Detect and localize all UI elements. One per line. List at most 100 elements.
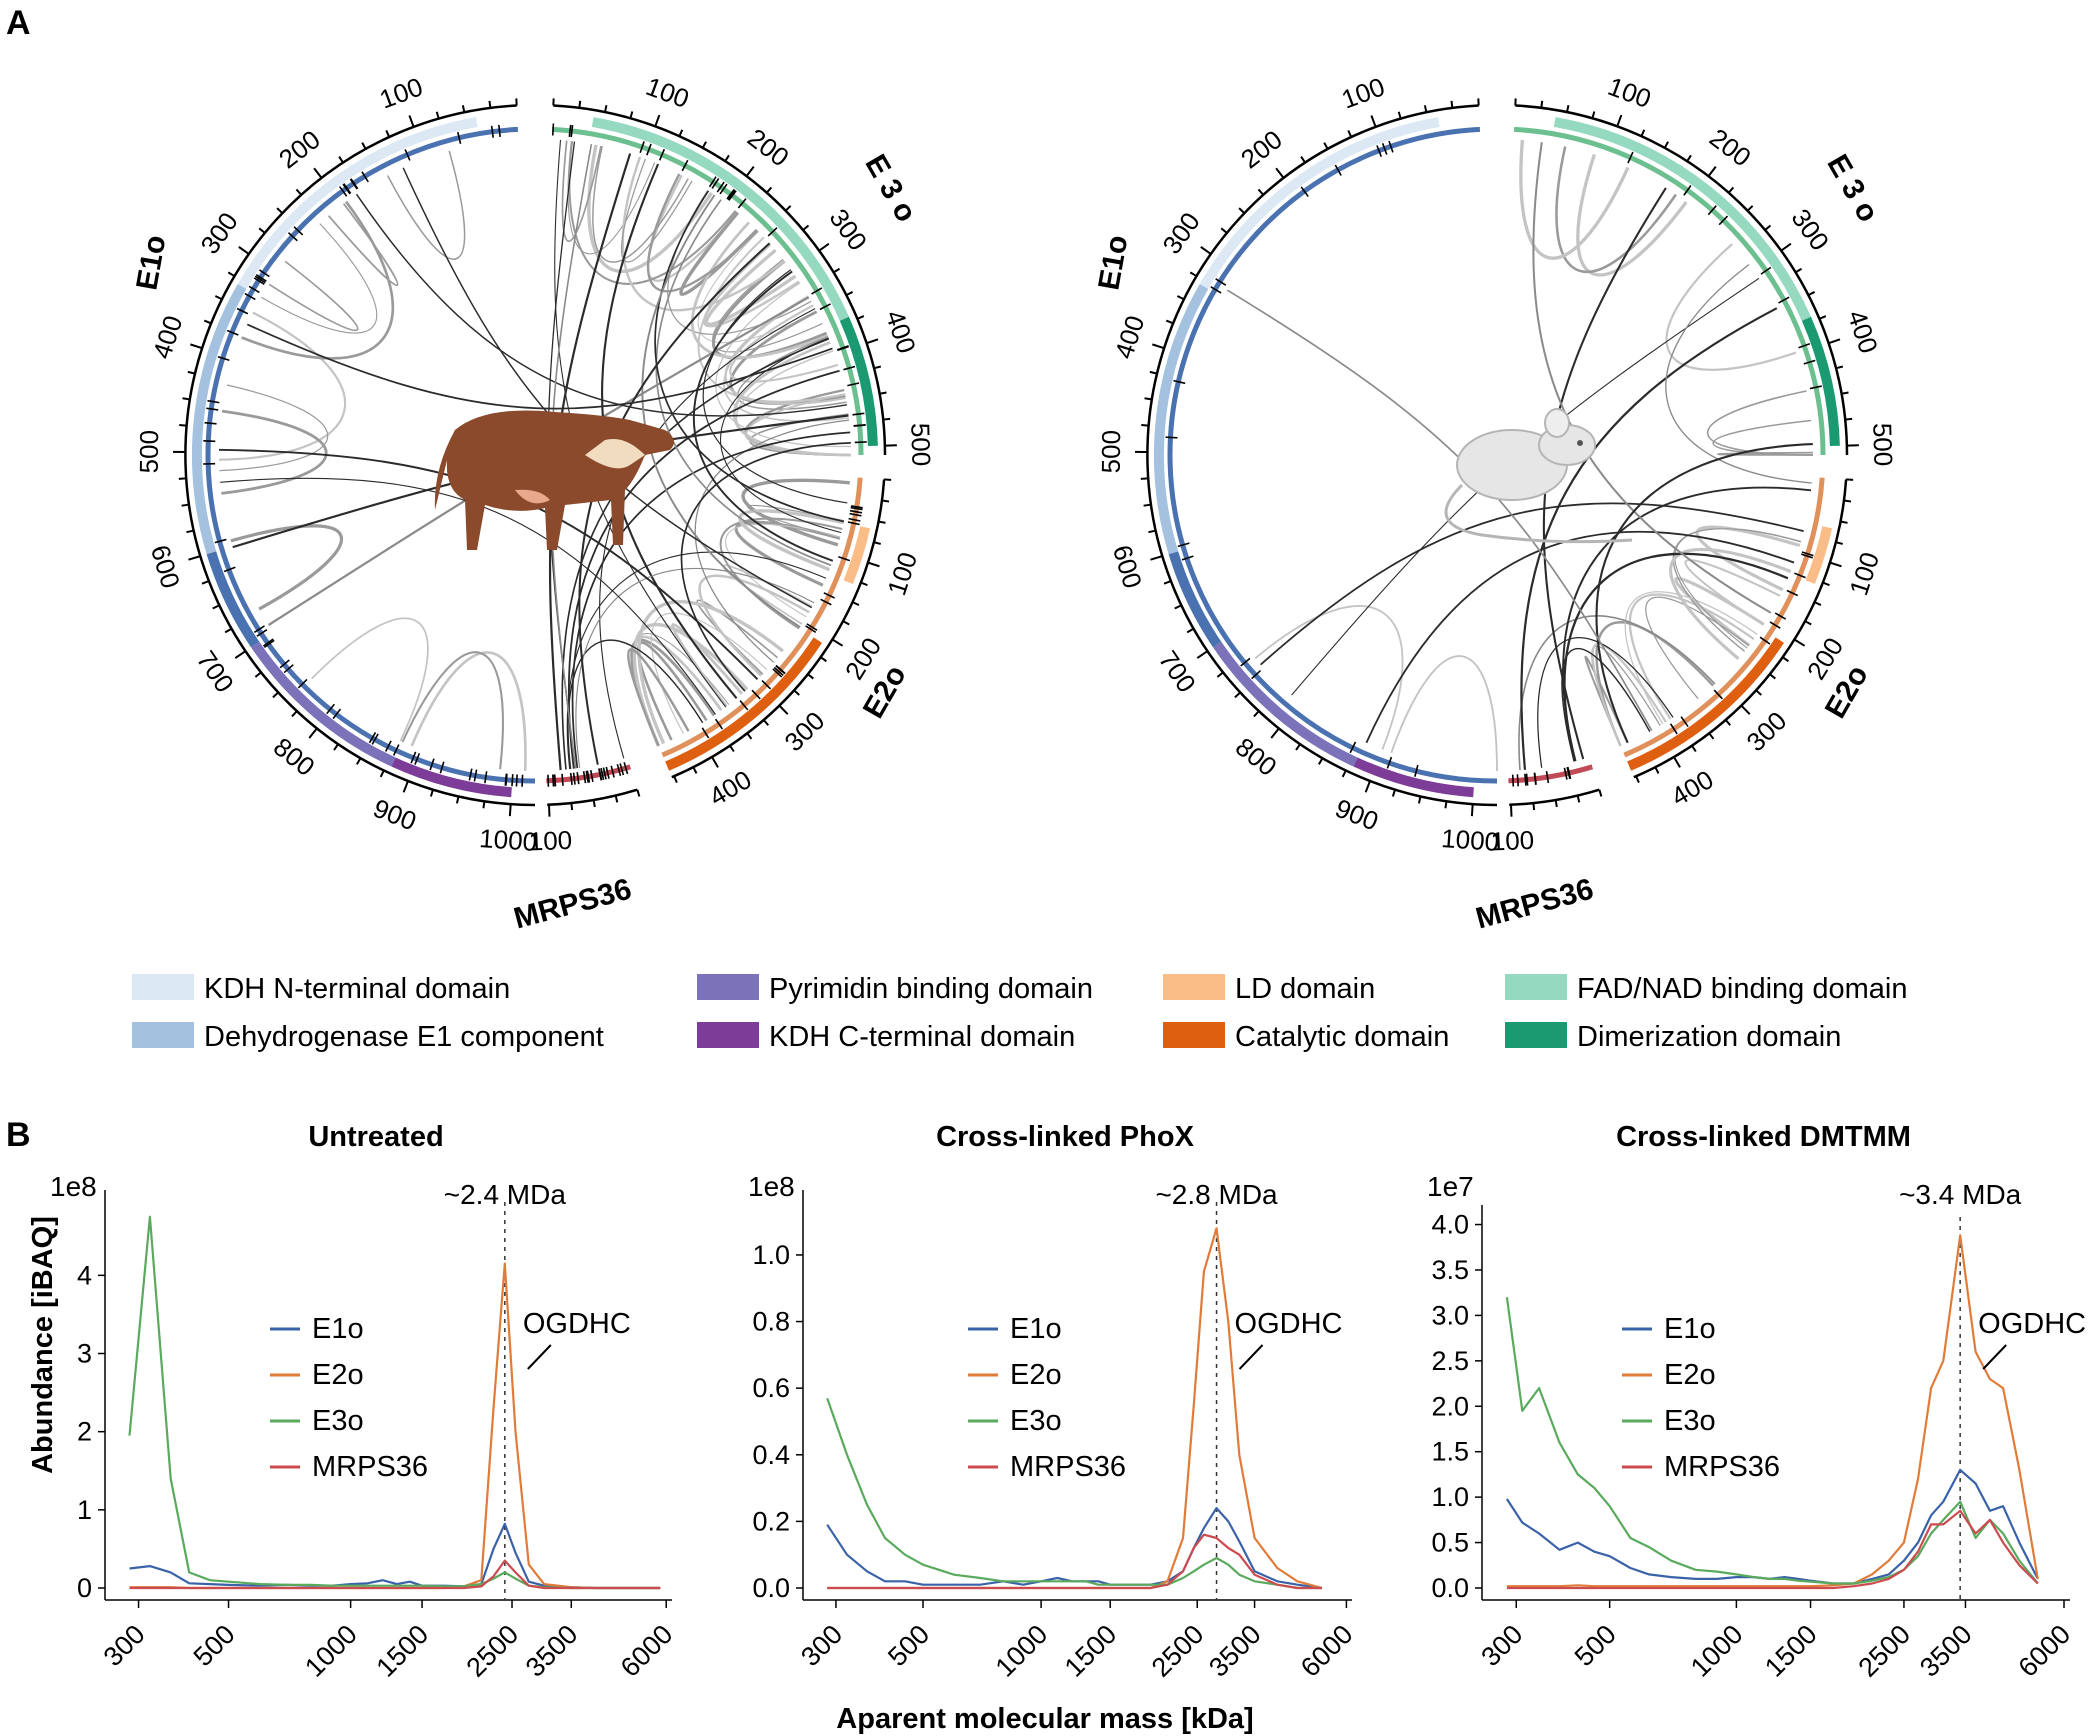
- axis-tick: [1654, 766, 1660, 774]
- axis-tick: [1598, 789, 1603, 797]
- axis-tick: [455, 796, 460, 804]
- e3o-label: E 3 o: [1820, 149, 1884, 228]
- y-exponent-label: 1e7: [1427, 1171, 1474, 1202]
- mass-marker-label: ~3.4 MDa: [1899, 1179, 2022, 1210]
- legend-label: MRPS36: [1664, 1451, 1780, 1483]
- lysine-tick: [553, 774, 557, 787]
- complex-annotation: OGDHC: [1978, 1308, 2086, 1340]
- domain-band: [591, 117, 849, 321]
- axis-tick: [308, 727, 318, 739]
- crosslink: [230, 524, 344, 611]
- x-tick-label: 3500: [1203, 1619, 1267, 1683]
- lysine-tick: [681, 159, 689, 172]
- axis-tick: [629, 111, 634, 119]
- domain-band: [665, 637, 822, 771]
- crosslink: [723, 296, 849, 422]
- axis-tick: [1724, 719, 1732, 726]
- axis-tick: [482, 801, 486, 809]
- crosslink: [729, 310, 846, 405]
- series-line-mrps36: [1506, 1509, 2039, 1590]
- legend-label: Pyrimidin binding domain: [769, 973, 1093, 1005]
- x-tick-label: 1500: [1059, 1619, 1123, 1683]
- mrps36-label: MRPS36: [1472, 873, 1596, 936]
- axis-tick: [1835, 541, 1843, 545]
- lysine-tick: [589, 769, 594, 783]
- crosslink: [647, 173, 759, 293]
- y-tick-label: 3: [77, 1339, 92, 1369]
- x-tick-label: 2500: [1146, 1619, 1210, 1683]
- crosslink: [732, 341, 852, 457]
- axis-tick: [214, 295, 223, 301]
- tick-label: 1000: [478, 823, 538, 857]
- lysine-tick: [1349, 741, 1357, 754]
- lysine-tick: [605, 766, 610, 779]
- axis-tick: [1819, 315, 1827, 320]
- lysine-tick: [847, 382, 860, 387]
- axis-tick: [1176, 295, 1185, 301]
- tick-label: 500: [905, 422, 936, 466]
- axis-tick: [1347, 130, 1353, 138]
- lysine-tick: [701, 727, 710, 739]
- lysine-tick: [326, 703, 335, 715]
- axis-tick: [186, 529, 194, 534]
- axis-tick: [1300, 155, 1306, 163]
- tick-label: 400: [1842, 306, 1884, 357]
- crosslink: [704, 248, 797, 326]
- y-tick-label: 1.5: [1431, 1437, 1469, 1467]
- lysine-tick: [1251, 670, 1262, 680]
- lysine-tick: [1215, 278, 1227, 286]
- axis-tick: [1163, 580, 1171, 585]
- lysine-tick: [368, 732, 377, 744]
- tick-label: 300: [194, 207, 243, 260]
- lysine-tick: [552, 774, 555, 787]
- crosslink: [1645, 596, 1750, 700]
- lysine-tick: [572, 772, 576, 785]
- crosslink: [698, 574, 810, 677]
- axis-tick: [1673, 756, 1681, 768]
- lysine-tick: [1567, 766, 1572, 779]
- axis-tick: [802, 224, 810, 231]
- lysine-tick: [515, 774, 518, 787]
- crosslink: [1562, 486, 1812, 762]
- tick-label: 400: [704, 764, 757, 812]
- domain-band: [1199, 117, 1440, 289]
- lysine-tick: [217, 355, 230, 362]
- lysine-tick: [350, 178, 359, 190]
- axis-tick: [1663, 141, 1669, 149]
- axis-tick: [227, 271, 235, 277]
- lysine-tick: [214, 538, 227, 544]
- tick-label: 100: [1843, 548, 1885, 599]
- tick-label: 200: [742, 122, 795, 172]
- lysine-tick: [569, 772, 573, 786]
- lysine-tick: [338, 186, 348, 197]
- axis-tick: [291, 710, 298, 718]
- crosslink: [1520, 307, 1778, 770]
- axis-tick: [762, 719, 770, 726]
- axis-tick: [1397, 111, 1402, 119]
- axis-tick: [435, 111, 440, 119]
- y-tick-label: 0: [77, 1573, 92, 1603]
- crosslink: [268, 260, 359, 332]
- lysine-tick: [848, 517, 861, 522]
- e1o-axis-arc: [184, 104, 536, 807]
- lysine-tick: [610, 765, 615, 778]
- y-tick-label: 0.8: [752, 1307, 790, 1337]
- series-line-e1o: [1505, 1468, 2039, 1585]
- lysine-tick: [1669, 723, 1678, 735]
- x-tick-label: 6000: [2013, 1619, 2077, 1683]
- lysine-tick: [847, 521, 860, 526]
- x-axis-label: Aparent molecular mass [kDa]: [836, 1703, 1253, 1735]
- axis-tick: [190, 343, 203, 350]
- domain-band: [251, 641, 396, 767]
- axis-tick: [1257, 188, 1264, 196]
- lysine-tick: [1173, 379, 1186, 385]
- protein-backbone: [1167, 126, 1498, 784]
- lysine-tick: [505, 773, 508, 786]
- crosslink: [632, 622, 749, 747]
- annotation-pointer: [1238, 1344, 1264, 1370]
- crosslink: [220, 477, 716, 715]
- lysine-tick: [767, 227, 778, 237]
- lysine-tick: [1545, 771, 1550, 784]
- lysine-tick: [342, 183, 351, 195]
